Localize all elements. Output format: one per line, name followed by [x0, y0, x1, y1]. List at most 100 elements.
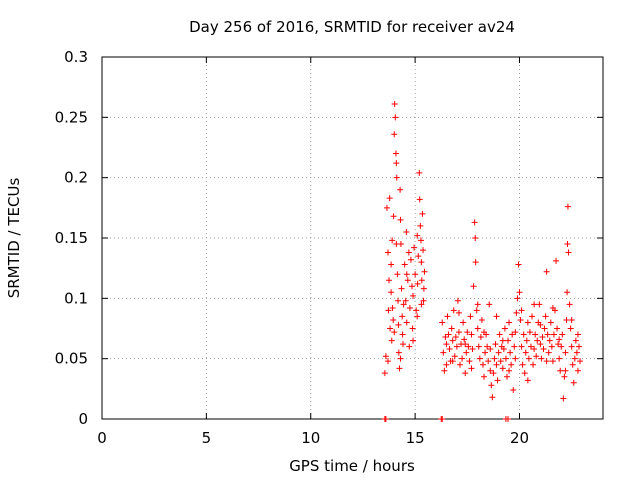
data-point: [530, 361, 537, 368]
data-point: [526, 329, 533, 336]
data-point: [400, 341, 407, 348]
data-point: [406, 343, 413, 350]
data-point: [463, 349, 470, 356]
data-point: [450, 307, 457, 314]
data-point: [556, 336, 563, 343]
data-point: [550, 331, 557, 338]
data-point: [485, 358, 492, 365]
data-point: [404, 277, 411, 284]
data-point: [515, 261, 522, 268]
data-point: [471, 219, 478, 226]
data-point: [382, 416, 389, 422]
data-point: [448, 325, 455, 332]
data-point: [543, 268, 550, 275]
data-point: [519, 361, 526, 368]
y-tick-label: 0.3: [64, 48, 88, 66]
data-point: [525, 355, 532, 362]
data-point: [510, 387, 517, 394]
data-point: [407, 256, 414, 263]
data-point: [384, 358, 391, 365]
data-point: [490, 370, 497, 377]
data-point: [464, 329, 471, 336]
data-point: [467, 313, 474, 320]
data-point: [444, 313, 451, 320]
data-point: [531, 346, 538, 353]
data-point: [574, 367, 581, 374]
data-point: [393, 160, 400, 167]
data-point: [470, 283, 477, 290]
data-point: [452, 333, 459, 340]
data-point: [390, 213, 397, 220]
data-point: [560, 395, 567, 402]
data-point: [564, 241, 571, 248]
data-point: [400, 301, 407, 308]
data-point: [451, 353, 458, 360]
data-point: [545, 349, 552, 356]
data-point: [397, 355, 404, 362]
data-point: [496, 331, 503, 338]
data-point: [416, 196, 423, 203]
data-point: [566, 301, 573, 308]
data-point: [494, 377, 501, 384]
x-tick-label: 15: [406, 429, 425, 447]
x-tick-label: 20: [510, 429, 529, 447]
data-point: [403, 228, 410, 235]
data-point: [383, 204, 390, 211]
data-point: [454, 297, 461, 304]
data-point: [559, 331, 566, 338]
data-point: [466, 358, 473, 365]
data-point: [402, 297, 409, 304]
data-point: [465, 343, 472, 350]
data-point: [554, 325, 561, 332]
data-point: [518, 343, 525, 350]
data-point: [571, 355, 578, 362]
data-point: [568, 343, 575, 350]
y-tick-label: 0.05: [55, 350, 88, 368]
chart-title: Day 256 of 2016, SRMTID for receiver av2…: [189, 18, 515, 36]
data-point: [484, 343, 491, 350]
data-point: [568, 317, 575, 324]
data-point: [491, 355, 498, 362]
x-tick-label: 5: [202, 429, 212, 447]
data-point: [564, 203, 571, 210]
data-point: [420, 247, 427, 254]
data-point: [502, 355, 509, 362]
data-point: [512, 329, 519, 336]
data-point: [549, 304, 556, 311]
data-point: [386, 195, 393, 202]
data-point: [468, 331, 475, 338]
data-point: [495, 349, 502, 356]
data-point: [513, 309, 520, 316]
data-point: [393, 241, 400, 248]
data-point: [445, 331, 452, 338]
data-point: [389, 304, 396, 311]
data-point: [524, 319, 531, 326]
data-point: [542, 313, 549, 320]
data-point: [539, 333, 546, 340]
data-point: [388, 289, 395, 296]
data-point: [521, 370, 528, 377]
data-points: [381, 101, 584, 422]
data-point: [439, 319, 446, 326]
data-point: [505, 416, 512, 422]
data-point: [499, 365, 506, 372]
data-point: [462, 370, 469, 377]
grid-lines: [102, 57, 603, 419]
data-point: [397, 186, 404, 193]
data-point: [499, 337, 506, 344]
data-point: [497, 358, 504, 365]
data-point: [548, 343, 555, 350]
data-point: [401, 261, 408, 268]
data-point: [418, 301, 425, 308]
data-point: [443, 361, 450, 368]
data-point: [461, 336, 468, 343]
data-point: [390, 317, 397, 324]
data-point: [403, 319, 410, 326]
data-point: [544, 331, 551, 338]
data-point: [489, 394, 496, 401]
data-point: [577, 358, 584, 365]
data-point: [418, 277, 425, 284]
data-point: [506, 367, 513, 374]
data-point: [574, 331, 581, 338]
